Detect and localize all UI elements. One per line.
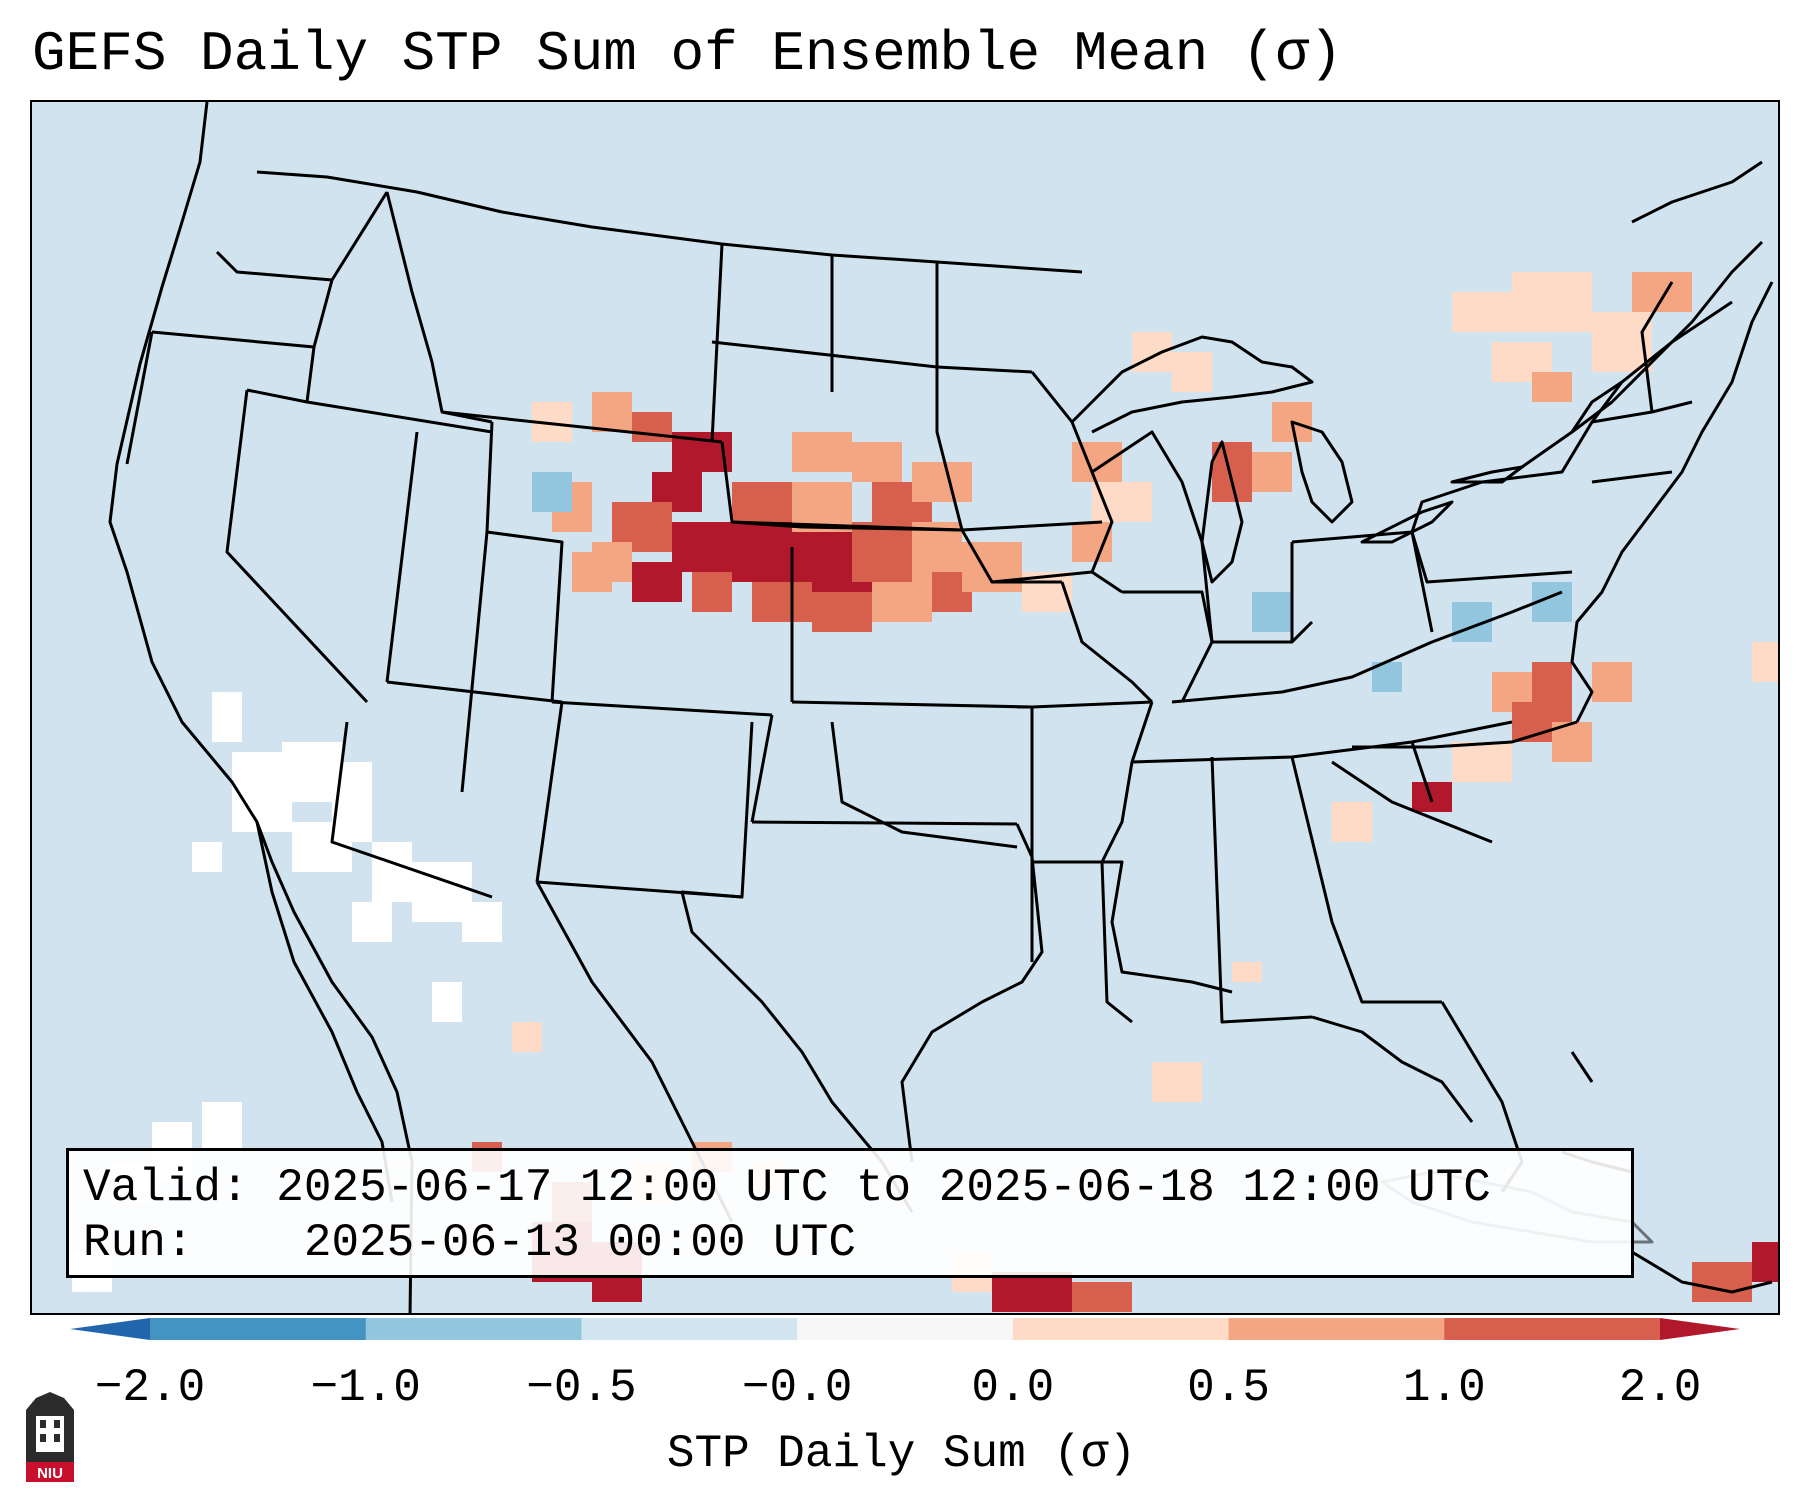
colorbar-tick-label: −0.5	[526, 1362, 637, 1414]
valid-label: Valid:	[83, 1162, 249, 1214]
stp-field-cell	[1632, 272, 1692, 312]
stp-field-cell	[352, 902, 392, 942]
stp-field-cell	[372, 842, 412, 902]
colorbar-tick-label: 2.0	[1618, 1362, 1702, 1414]
colorbar-segment	[581, 1318, 798, 1340]
stp-field-cell	[1532, 372, 1572, 402]
stp-field-cell	[872, 582, 932, 622]
stp-field-cell	[1332, 802, 1372, 842]
niu-logo: NIU	[26, 1392, 74, 1482]
us-canada-border	[256, 170, 1083, 274]
map-title: GEFS Daily STP Sum of Ensemble Mean (σ)	[32, 22, 1343, 86]
run-line: Run: 2025-06-13 00:00 UTC	[83, 1216, 1617, 1271]
colorbar-tick-label: 0.5	[1187, 1362, 1270, 1414]
stp-field-cell	[632, 562, 682, 602]
stp-field-cell	[992, 1272, 1072, 1312]
run-value: 2025-06-13 00:00 UTC	[303, 1217, 856, 1269]
stp-field-cell	[202, 1102, 242, 1152]
stp-field-cell	[1072, 1282, 1132, 1312]
colorbar-segment	[1228, 1318, 1445, 1340]
stp-field-cell	[532, 472, 572, 512]
colorbar-segment	[1012, 1318, 1230, 1340]
colorbar	[70, 1318, 1740, 1340]
stp-field-cell	[192, 842, 222, 872]
stp-field-cell	[1752, 642, 1778, 682]
stp-field-cell	[1692, 1262, 1752, 1302]
stp-field-cell	[1232, 962, 1262, 982]
valid-run-info-box: Valid: 2025-06-17 12:00 UTC to 2025-06-1…	[66, 1148, 1634, 1278]
baja-coastline	[255, 821, 394, 1203]
colorbar-extend-low	[70, 1318, 150, 1340]
colorbar-segments	[150, 1318, 1661, 1340]
stp-field-cell	[912, 462, 972, 502]
stp-field-cell	[1452, 742, 1512, 782]
stp-field-cell	[572, 552, 612, 592]
stp-field-cell	[1092, 482, 1152, 522]
colorbar-tick-label: −0.0	[741, 1362, 853, 1414]
stp-field-cell	[1592, 662, 1632, 702]
stp-field-cell	[1412, 782, 1452, 812]
colorbar-tick-label: 0.0	[971, 1362, 1055, 1414]
stp-field-cell	[852, 442, 902, 482]
stp-field-cell	[692, 572, 732, 612]
lake-superior	[1070, 335, 1314, 434]
valid-value: 2025-06-17 12:00 UTC to 2025-06-18 12:00…	[276, 1162, 1491, 1214]
stp-field-cell	[752, 582, 812, 622]
stp-field-cell	[432, 982, 462, 1022]
stp-field-cell	[732, 522, 792, 582]
stp-field-cell	[962, 542, 1022, 592]
colorbar-tick-label: 1.0	[1402, 1362, 1486, 1414]
stp-field-cell	[1152, 1062, 1202, 1102]
west-coastline	[108, 102, 414, 1313]
stp-field-cell	[1532, 662, 1572, 702]
stp-field-cell	[792, 432, 852, 472]
stp-field-cell	[1752, 1242, 1778, 1282]
colorbar-tick-label: −2.0	[94, 1362, 206, 1414]
lake-huron	[1290, 420, 1354, 524]
run-label: Run:	[83, 1217, 194, 1269]
logo-text: NIU	[37, 1465, 63, 1482]
map-panel	[30, 100, 1780, 1315]
lake-erie	[1360, 500, 1454, 544]
stp-field-cell	[1452, 292, 1512, 332]
lake-michigan	[1200, 440, 1244, 584]
stp-field-cell	[1252, 592, 1292, 632]
colorbar-segment	[1444, 1318, 1661, 1340]
colorbar-label: STP Daily Sum (σ)	[666, 1428, 1137, 1480]
stp-field-cell	[1072, 442, 1122, 482]
stp-field-cell	[1252, 452, 1292, 492]
colorbar-segment	[365, 1318, 582, 1340]
stp-field-cell	[732, 482, 792, 522]
stp-field-cell	[512, 1022, 542, 1052]
stp-field-cell	[462, 902, 502, 942]
colorbar-tick-label: −1.0	[310, 1362, 421, 1414]
stp-field-cell	[1512, 272, 1592, 332]
colorbar-segment	[150, 1318, 367, 1340]
stp-field-cell	[1072, 522, 1112, 562]
colorbar-extend-high	[1660, 1318, 1740, 1340]
stp-field-cell	[212, 692, 242, 742]
east-coastline	[1570, 281, 1774, 723]
stp-field-cell	[812, 592, 872, 632]
stp-field-cell	[592, 392, 632, 432]
colorbar-segment	[797, 1318, 1014, 1340]
valid-line: Valid: 2025-06-17 12:00 UTC to 2025-06-1…	[83, 1161, 1617, 1216]
map-canvas	[72, 102, 1778, 1313]
stp-field-cell	[1172, 352, 1212, 392]
state-borders	[108, 102, 1774, 1313]
